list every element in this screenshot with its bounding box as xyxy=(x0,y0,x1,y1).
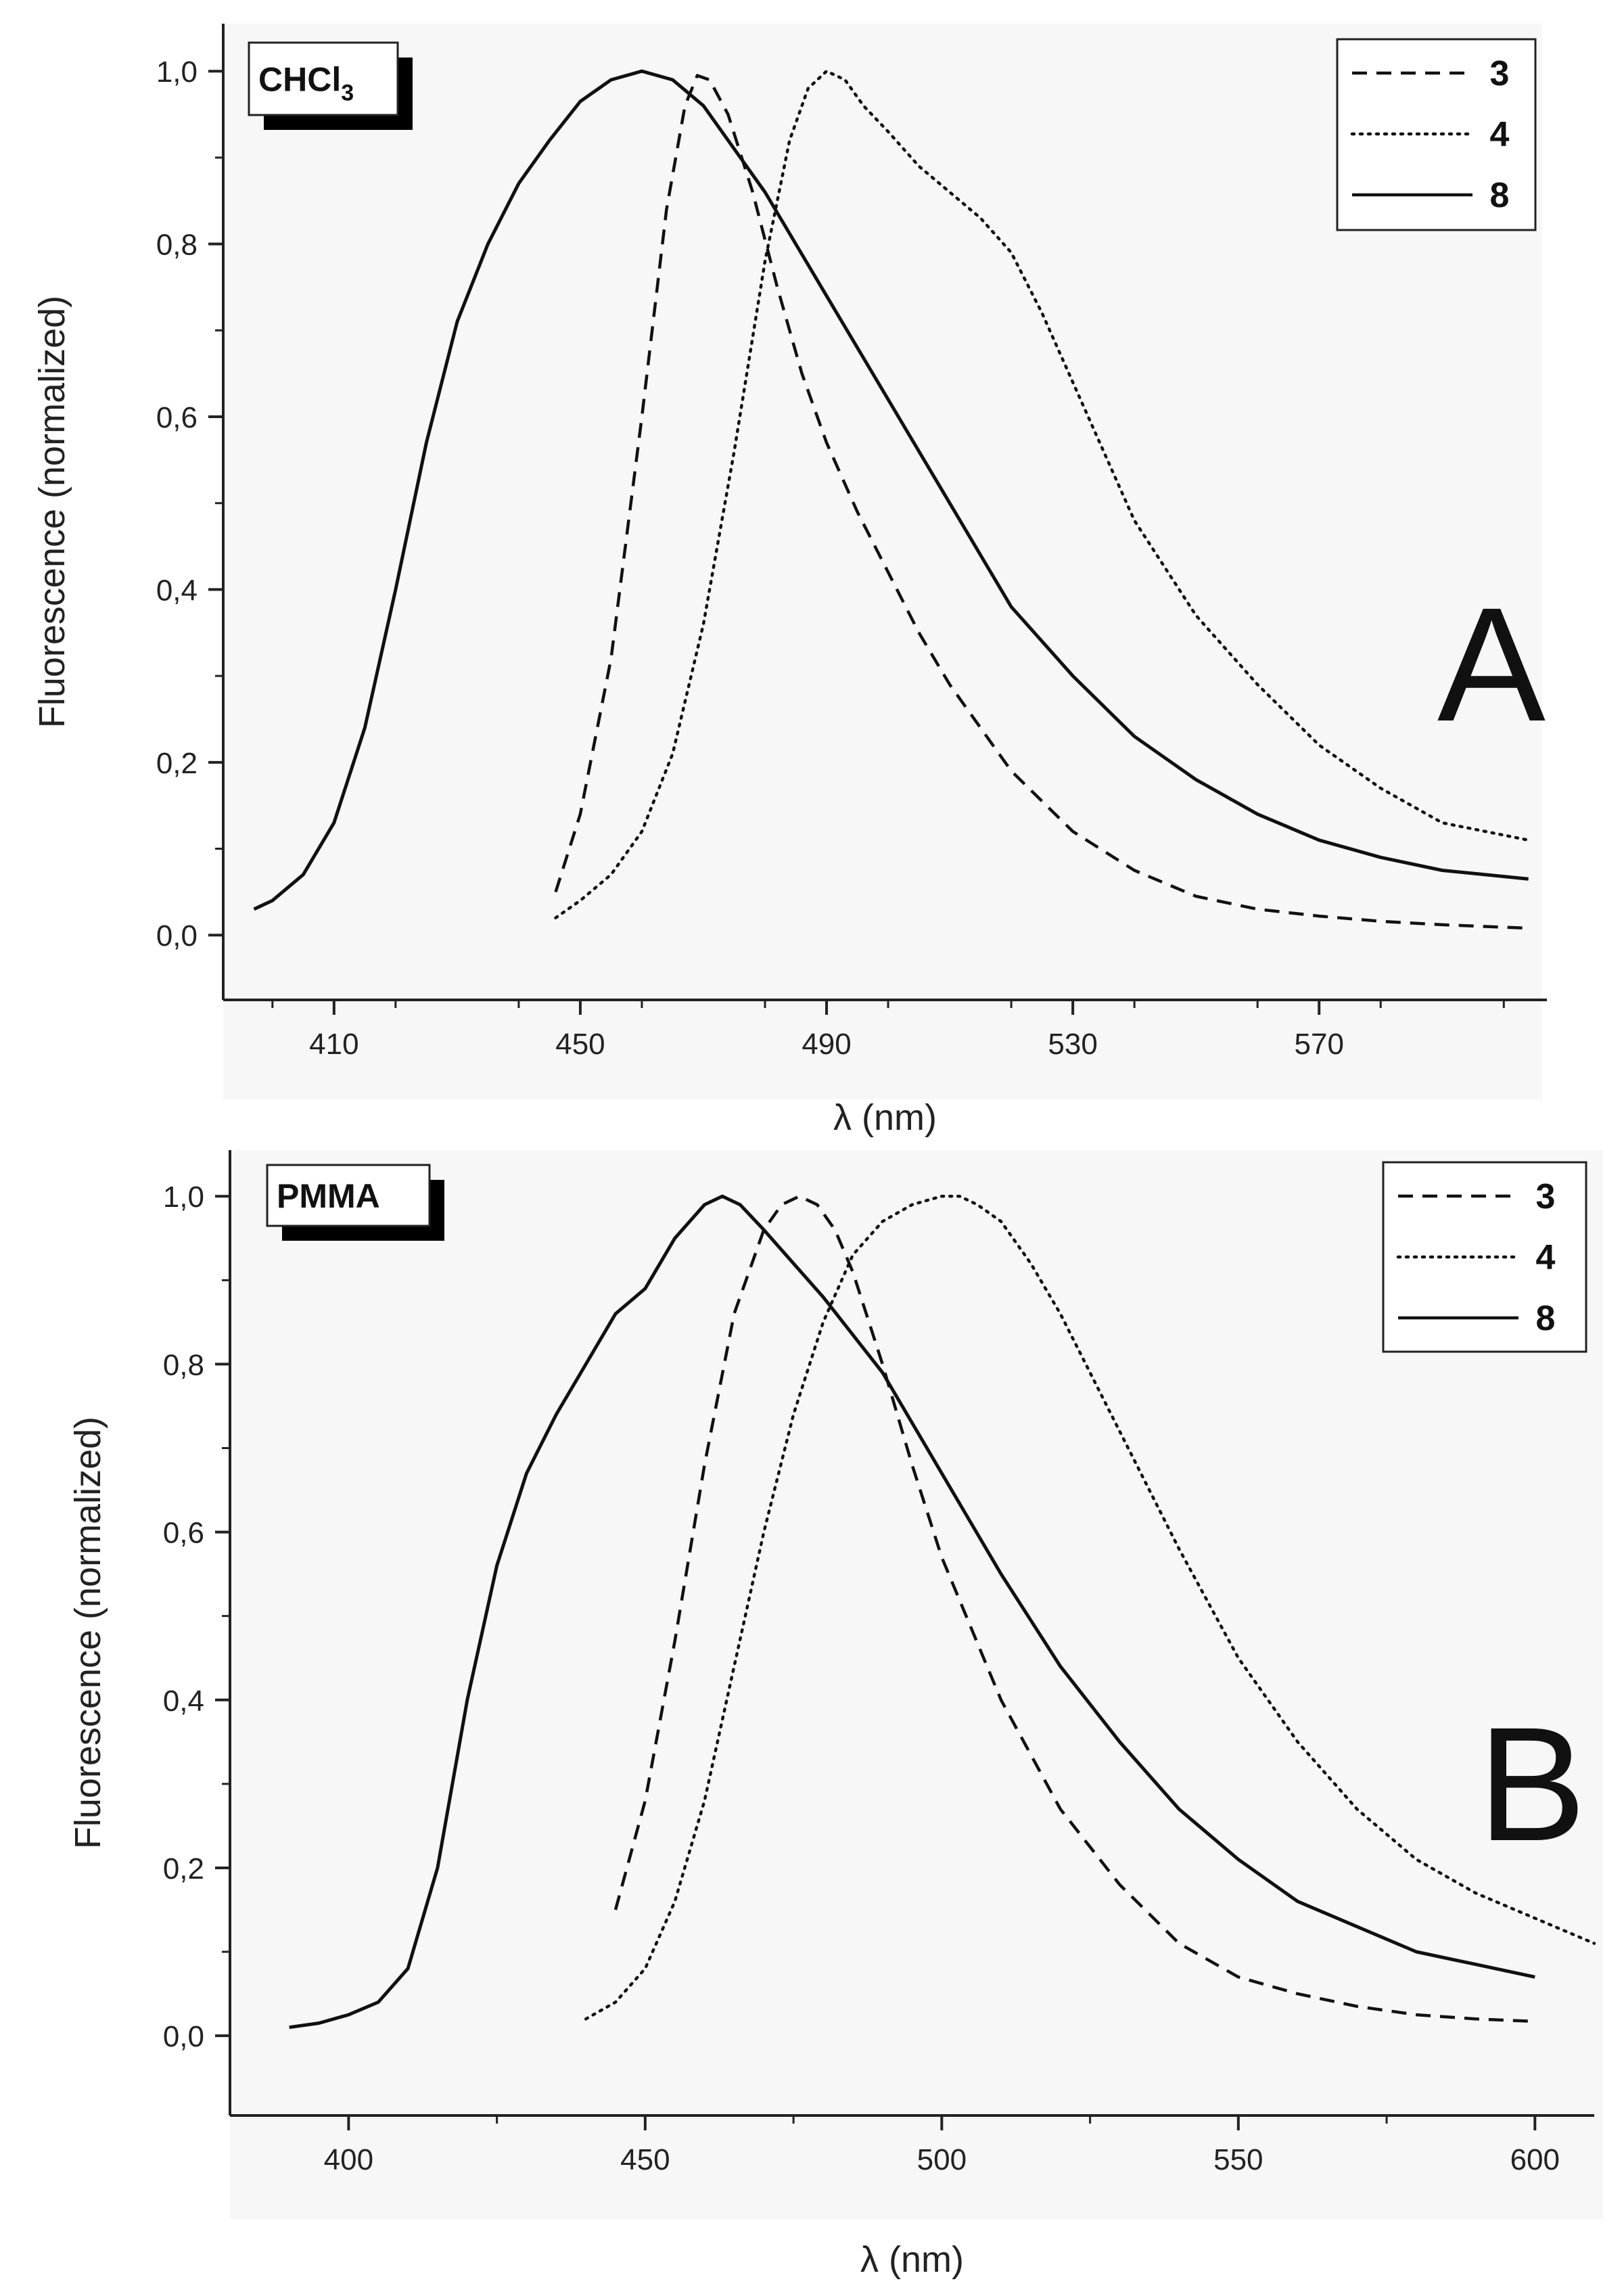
y-tick-label: 1,0 xyxy=(156,55,198,89)
legend-label-4: 4 xyxy=(1536,1238,1556,1277)
solvent-label-box xyxy=(266,1164,431,1227)
y-tick-label: 0,4 xyxy=(163,1685,204,1718)
x-tick-label: 570 xyxy=(1295,1028,1344,1061)
y-tick-label: 0,0 xyxy=(163,2020,204,2053)
legend-label-3: 3 xyxy=(1490,54,1510,93)
x-tick-label: 530 xyxy=(1048,1028,1097,1061)
solvent-label-box xyxy=(248,41,399,116)
series-3-line xyxy=(554,74,1529,930)
x-tick-label: 600 xyxy=(1510,2143,1560,2176)
y-tick-label: 0,6 xyxy=(156,401,198,434)
y-tick-label: 0,2 xyxy=(163,1852,204,1885)
solvent-label-main: PMMA xyxy=(277,1177,380,1215)
x-tick-label: 410 xyxy=(309,1028,358,1061)
x-tick-label: 550 xyxy=(1213,2143,1263,2176)
panel-b: 400 450 500 550 600 0,0 0,2 0,4 0,6 0,8 1,0 λ (nm) F… xyxy=(68,1150,1596,2280)
panel-a: 410 450 490 530 570 0,0 0,2 0,4 0,6 0,8 1,0 λ (nm) F… xyxy=(32,24,1547,1138)
y-tick-label: 0,8 xyxy=(156,229,198,262)
series-4-line xyxy=(554,69,1530,919)
legend-label-8: 8 xyxy=(1490,176,1510,215)
legend-label-3: 3 xyxy=(1536,1177,1556,1216)
series-4-line xyxy=(584,1194,1596,2021)
solvent-label: CHCl3 xyxy=(258,61,354,106)
x-tick-label: 490 xyxy=(802,1028,851,1061)
solvent-label: PMMA xyxy=(277,1177,380,1215)
solvent-label-subscript: 3 xyxy=(341,81,354,106)
legend-label-8: 8 xyxy=(1536,1299,1556,1338)
panel-letter: A xyxy=(1437,574,1546,755)
series-8-line xyxy=(289,1194,1535,2030)
y-tick-label: 0,8 xyxy=(163,1348,204,1381)
x-tick-label: 450 xyxy=(620,2143,670,2176)
y-tick-label: 0,0 xyxy=(156,919,198,953)
series-3-line xyxy=(613,1194,1535,2023)
series-8-line xyxy=(253,69,1529,911)
x-tick-label: 500 xyxy=(917,2143,967,2176)
panel-letter: B xyxy=(1478,1693,1586,1875)
y-axis-title: Fluorescence (normalized) xyxy=(68,1417,108,1849)
x-tick-label: 450 xyxy=(555,1028,605,1061)
y-tick-label: 0,4 xyxy=(156,574,198,607)
y-tick-label: 1,0 xyxy=(163,1181,204,1214)
legend-label-4: 4 xyxy=(1490,115,1510,154)
x-axis-title: λ (nm) xyxy=(833,1097,937,1138)
x-tick-label: 400 xyxy=(324,2143,373,2176)
x-axis-title: λ (nm) xyxy=(860,2239,964,2280)
y-tick-label: 0,6 xyxy=(163,1517,204,1550)
solvent-label-main: CHCl xyxy=(258,61,341,99)
y-axis-title: Fluorescence (normalized) xyxy=(32,296,72,728)
y-tick-label: 0,2 xyxy=(156,747,198,780)
